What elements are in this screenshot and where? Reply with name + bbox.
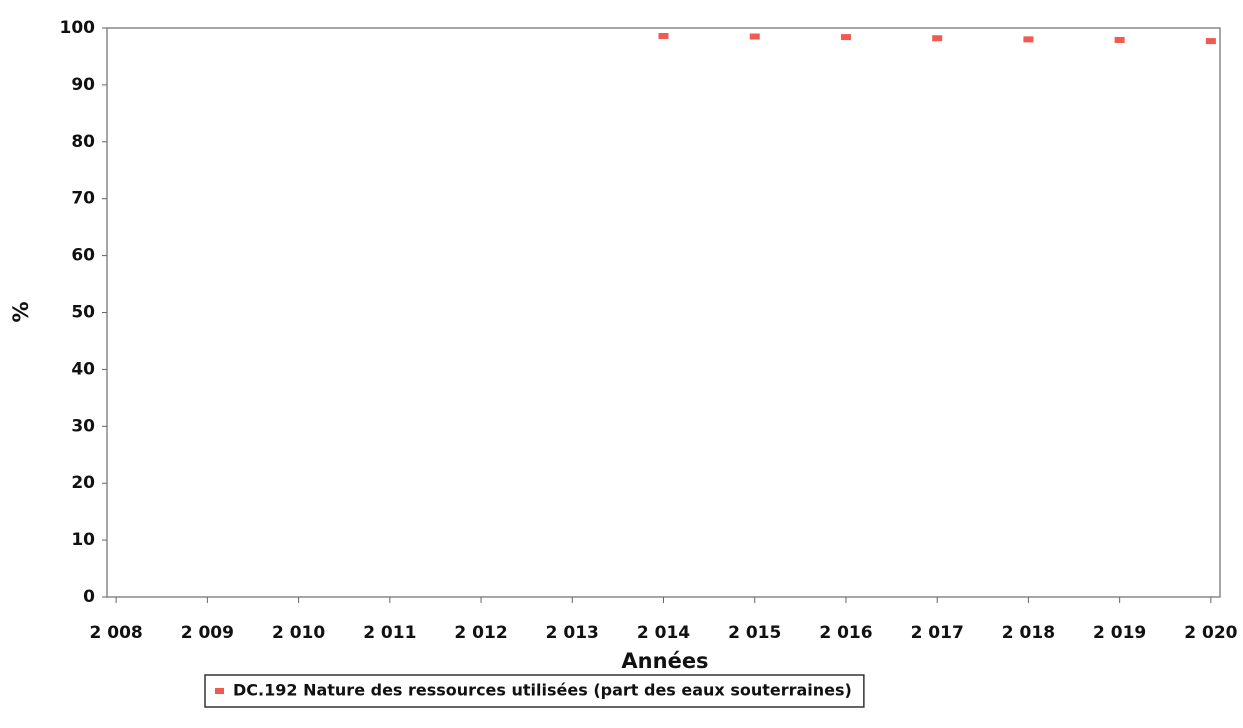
x-tick-label: 2 008 bbox=[90, 623, 143, 643]
y-tick-label: 80 bbox=[71, 132, 95, 152]
data-point bbox=[840, 34, 851, 41]
data-point bbox=[658, 32, 669, 39]
x-tick-label: 2 009 bbox=[181, 623, 234, 643]
y-tick-label: 100 bbox=[60, 18, 96, 38]
x-tick-label: 2 011 bbox=[363, 623, 416, 643]
legend-box bbox=[204, 674, 865, 708]
x-tick-label: 2 018 bbox=[1002, 623, 1055, 643]
y-tick-label: 30 bbox=[71, 416, 95, 436]
plot-frame bbox=[106, 27, 1221, 598]
x-tick-label: 2 013 bbox=[546, 623, 599, 643]
data-point bbox=[932, 35, 943, 42]
data-point bbox=[749, 33, 760, 40]
x-axis-title: Années bbox=[621, 649, 708, 673]
y-tick-label: 20 bbox=[71, 473, 95, 493]
y-axis-title: % bbox=[9, 301, 33, 322]
data-point bbox=[1023, 36, 1034, 43]
y-tick-label: 50 bbox=[71, 303, 95, 323]
y-tick-label: 0 bbox=[83, 587, 95, 607]
x-tick-label: 2 017 bbox=[911, 623, 964, 643]
legend-swatch bbox=[215, 688, 224, 694]
data-point bbox=[1205, 38, 1216, 45]
x-tick-label: 2 010 bbox=[272, 623, 325, 643]
x-tick-label: 2 016 bbox=[819, 623, 872, 643]
x-tick-label: 2 015 bbox=[728, 623, 781, 643]
x-tick-label: 2 014 bbox=[637, 623, 690, 643]
x-tick-label: 2 012 bbox=[454, 623, 507, 643]
x-tick-label: 2 020 bbox=[1184, 623, 1237, 643]
y-tick-label: 10 bbox=[71, 530, 95, 550]
y-tick-label: 70 bbox=[71, 189, 95, 209]
y-tick-label: 60 bbox=[71, 246, 95, 266]
data-point bbox=[1114, 36, 1125, 43]
y-tick-label: 90 bbox=[71, 75, 95, 95]
y-tick-label: 40 bbox=[71, 359, 95, 379]
x-tick-label: 2 019 bbox=[1093, 623, 1146, 643]
legend-label: DC.192 Nature des ressources utilisées (… bbox=[233, 681, 852, 700]
